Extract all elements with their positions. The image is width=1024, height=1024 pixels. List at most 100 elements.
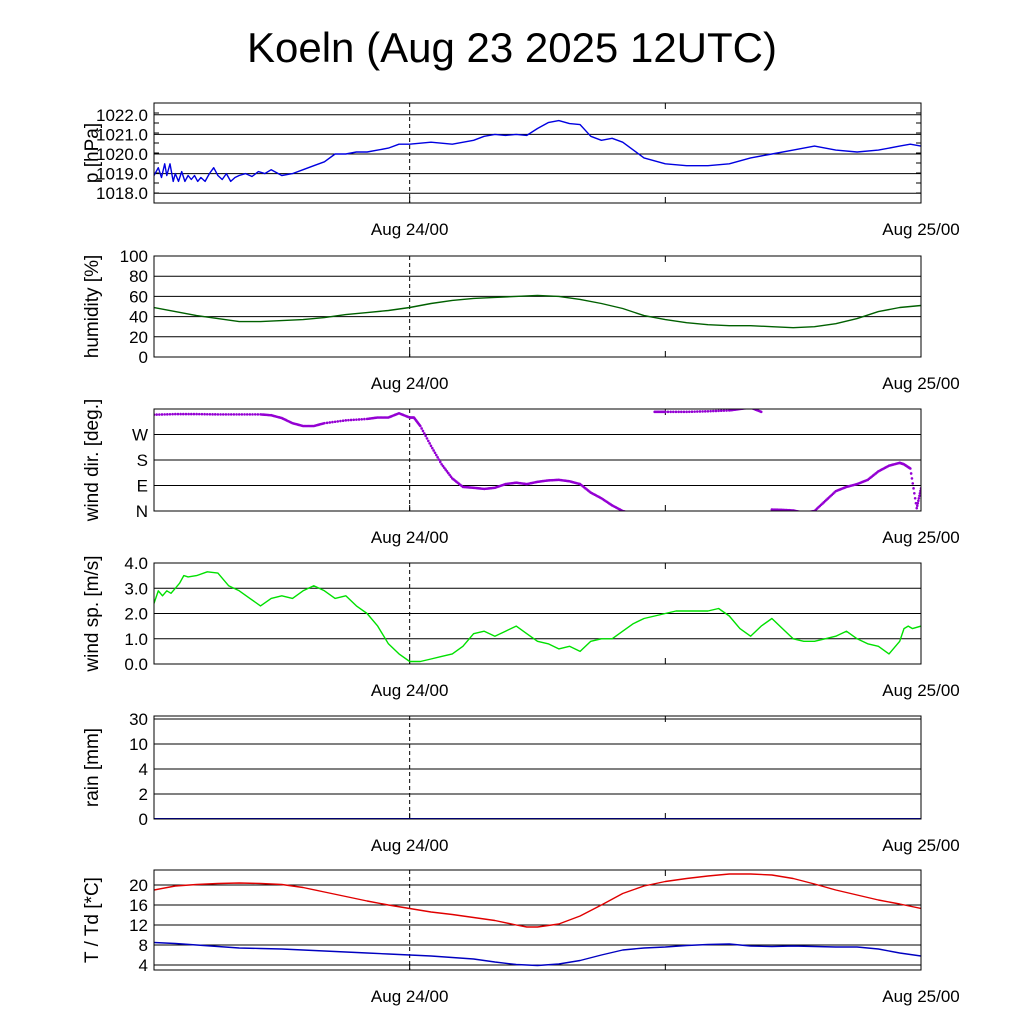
wind-dir-point [160,413,164,416]
wind-dir-point [701,410,704,413]
wind-dir-point [243,413,246,416]
y-tick-label: 16 [129,896,148,915]
wind-dir-point [171,412,174,416]
wind-dir-point [636,513,639,516]
wind-dir-point [419,424,422,428]
wind-dir-point [714,409,718,413]
x-tick-label: Aug 24/00 [371,528,449,547]
wind-dir-point [197,412,201,416]
wind-dir-point [703,410,707,413]
y-tick-label: 1019.0 [96,165,148,184]
y-tick-label: S [137,451,148,470]
wind-dir-point [672,410,675,414]
wind-dir-point [179,412,182,416]
wind-dir-point [352,418,356,422]
wind-dir-point [909,472,913,475]
wind-dir-point [245,413,249,416]
wind-dir-point [688,410,691,414]
y-tick-label: 4 [139,956,148,975]
wind-dir-point [355,418,358,421]
wind-dir-point [912,487,915,490]
wind-dir-point [216,413,220,416]
panel-wind_speed: 0.0 1.0 2.0 3.0 4.0 Aug 24/00 Aug 25/00 wind sp… [82,554,960,700]
wind-dir-point [232,413,236,416]
wind-dir-point [208,412,212,416]
wind-dir-point [915,504,919,507]
wind-dir-point [635,513,638,516]
wind-dir-point [804,511,807,514]
wind-dir-point [237,413,241,416]
x-tick-label: Aug 25/00 [882,528,960,547]
wind-dir-point [639,513,642,516]
wind-dir-point [420,427,423,430]
y-tick-label: 2 [139,785,148,804]
wind-dir-point [155,413,158,416]
wind-dir-point [449,475,453,478]
wind-dir-point [425,437,429,440]
wind-dir-point [428,442,431,445]
wind-dir-point [706,409,710,413]
wind-dir-point [431,446,434,450]
wind-dir-point [323,421,326,425]
wind-dir-point [433,451,437,455]
chart-title: Koeln (Aug 23 2025 12UTC) [247,24,777,71]
wind-dir-point [229,413,233,416]
wind-dir-point [363,417,366,421]
y-tick-label: E [137,477,148,496]
x-tick-label: Aug 25/00 [882,987,960,1006]
wind-dir-point [421,429,425,433]
wind-dir-point [163,413,166,416]
wind-dir-point [436,456,439,459]
wind-dir-point [213,413,217,416]
wind-dir-point [918,494,921,498]
wind-dir-point [441,464,445,468]
x-tick-label: Aug 25/00 [882,220,960,239]
wind-dir-point [423,432,426,435]
wind-dir-point [438,460,442,464]
wind-dir-point [344,419,348,422]
plot-frame [153,255,922,358]
wind-dir-point [347,418,350,422]
wind-dir-point [677,410,680,414]
wind-dir-point [432,449,435,452]
wind-dir-point [357,418,361,421]
wind-dir-point [442,466,446,470]
wind-dir-point [680,410,683,414]
wind-dir-point [913,491,916,495]
x-tick-label: Aug 25/00 [882,836,960,855]
wind-dir-point [916,501,920,505]
plot-frame [153,102,922,204]
wind-dir-point [328,421,332,424]
wind-dir-point [174,412,177,416]
y-tick-label: 1018.0 [96,184,148,203]
series-line-pressure [154,119,921,183]
wind-dir-point [339,419,342,423]
wind-dir-point [643,513,646,516]
y-tick-label: 2.0 [124,605,148,624]
y-tick-label: N [136,502,148,521]
wind-dir-point [205,412,209,416]
wind-dir-point [227,413,230,416]
wind-dir-point [336,420,340,423]
wind-dir-point [632,513,635,516]
wind-dir-point [219,413,222,416]
y-tick-label: 1020.0 [96,145,148,164]
y-axis-label: rain [mm] [82,728,103,807]
x-tick-label: Aug 24/00 [371,374,449,393]
wind-dir-point [158,413,161,416]
wind-dir-point [253,413,257,416]
series-line-dew-point [154,941,921,967]
wind-dir-point [695,410,699,413]
x-tick-label: Aug 24/00 [371,836,449,855]
wind-dir-point [341,419,345,422]
wind-dir-point [717,409,720,413]
wind-dir-point [192,412,196,416]
x-tick-label: Aug 25/00 [882,374,960,393]
wind-dir-point [685,410,688,414]
plot-frame [153,869,922,971]
y-tick-label: 100 [120,247,148,266]
